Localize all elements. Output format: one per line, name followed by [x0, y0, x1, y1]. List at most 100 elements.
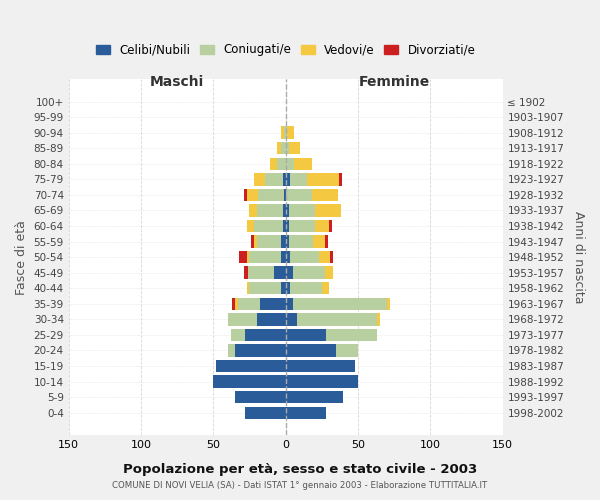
- Bar: [289, 220, 314, 232]
- Bar: [228, 344, 235, 356]
- Bar: [245, 406, 286, 419]
- Bar: [290, 251, 319, 264]
- Bar: [281, 282, 286, 294]
- Y-axis label: Anni di nascita: Anni di nascita: [572, 211, 585, 304]
- Bar: [277, 142, 281, 154]
- Bar: [314, 220, 329, 232]
- Bar: [281, 126, 284, 139]
- Bar: [286, 282, 290, 294]
- Bar: [325, 236, 328, 248]
- Bar: [377, 313, 380, 326]
- Bar: [281, 251, 286, 264]
- Bar: [286, 266, 293, 279]
- Bar: [247, 220, 254, 232]
- Bar: [250, 204, 257, 216]
- Bar: [319, 251, 331, 264]
- Bar: [265, 173, 283, 186]
- Bar: [290, 282, 322, 294]
- Bar: [307, 173, 339, 186]
- Bar: [387, 298, 390, 310]
- Bar: [286, 360, 355, 372]
- Bar: [286, 391, 343, 404]
- Bar: [339, 173, 342, 186]
- Bar: [286, 173, 290, 186]
- Bar: [228, 313, 257, 326]
- Bar: [286, 142, 289, 154]
- Bar: [286, 298, 293, 310]
- Bar: [232, 298, 235, 310]
- Bar: [286, 376, 358, 388]
- Bar: [238, 298, 260, 310]
- Text: Femmine: Femmine: [358, 75, 430, 89]
- Bar: [331, 251, 334, 264]
- Bar: [286, 158, 294, 170]
- Bar: [260, 298, 286, 310]
- Bar: [254, 173, 265, 186]
- Bar: [258, 188, 284, 201]
- Bar: [250, 282, 281, 294]
- Bar: [274, 266, 286, 279]
- Bar: [230, 328, 245, 341]
- Bar: [286, 188, 311, 201]
- Bar: [286, 406, 326, 419]
- Bar: [257, 204, 283, 216]
- Bar: [322, 282, 329, 294]
- Text: COMUNE DI NOVI VELIA (SA) - Dati ISTAT 1° gennaio 2003 - Elaborazione TUTTITALIA: COMUNE DI NOVI VELIA (SA) - Dati ISTAT 1…: [112, 480, 488, 490]
- Bar: [277, 158, 286, 170]
- Bar: [286, 204, 289, 216]
- Bar: [293, 298, 387, 310]
- Bar: [247, 188, 258, 201]
- Bar: [284, 188, 286, 201]
- Bar: [213, 376, 286, 388]
- Bar: [287, 126, 294, 139]
- Bar: [257, 313, 286, 326]
- Bar: [297, 313, 377, 326]
- Bar: [336, 344, 358, 356]
- Bar: [283, 204, 286, 216]
- Bar: [248, 266, 274, 279]
- Bar: [251, 236, 254, 248]
- Bar: [284, 126, 286, 139]
- Legend: Celibi/Nubili, Coniugati/e, Vedovi/e, Divorziati/e: Celibi/Nubili, Coniugati/e, Vedovi/e, Di…: [91, 39, 481, 61]
- Bar: [294, 158, 311, 170]
- Bar: [286, 344, 336, 356]
- Bar: [326, 328, 377, 341]
- Bar: [286, 220, 289, 232]
- Bar: [281, 236, 286, 248]
- Bar: [281, 142, 286, 154]
- Bar: [286, 126, 287, 139]
- Bar: [286, 313, 297, 326]
- Text: Popolazione per età, sesso e stato civile - 2003: Popolazione per età, sesso e stato civil…: [123, 462, 477, 475]
- Bar: [314, 204, 341, 216]
- Bar: [311, 188, 338, 201]
- Bar: [247, 282, 250, 294]
- Bar: [270, 158, 277, 170]
- Bar: [286, 328, 326, 341]
- Bar: [245, 328, 286, 341]
- Bar: [283, 220, 286, 232]
- Bar: [286, 251, 290, 264]
- Bar: [235, 391, 286, 404]
- Bar: [289, 142, 300, 154]
- Bar: [250, 251, 281, 264]
- Bar: [216, 360, 286, 372]
- Bar: [235, 298, 238, 310]
- Bar: [244, 188, 247, 201]
- Bar: [286, 236, 289, 248]
- Bar: [283, 173, 286, 186]
- Bar: [329, 220, 332, 232]
- Bar: [257, 236, 281, 248]
- Bar: [254, 220, 283, 232]
- Text: Maschi: Maschi: [150, 75, 204, 89]
- Bar: [289, 236, 313, 248]
- Bar: [290, 173, 307, 186]
- Bar: [289, 204, 314, 216]
- Bar: [313, 236, 325, 248]
- Bar: [244, 266, 248, 279]
- Bar: [293, 266, 325, 279]
- Bar: [254, 236, 257, 248]
- Y-axis label: Fasce di età: Fasce di età: [15, 220, 28, 294]
- Bar: [235, 344, 286, 356]
- Bar: [247, 251, 250, 264]
- Bar: [239, 251, 247, 264]
